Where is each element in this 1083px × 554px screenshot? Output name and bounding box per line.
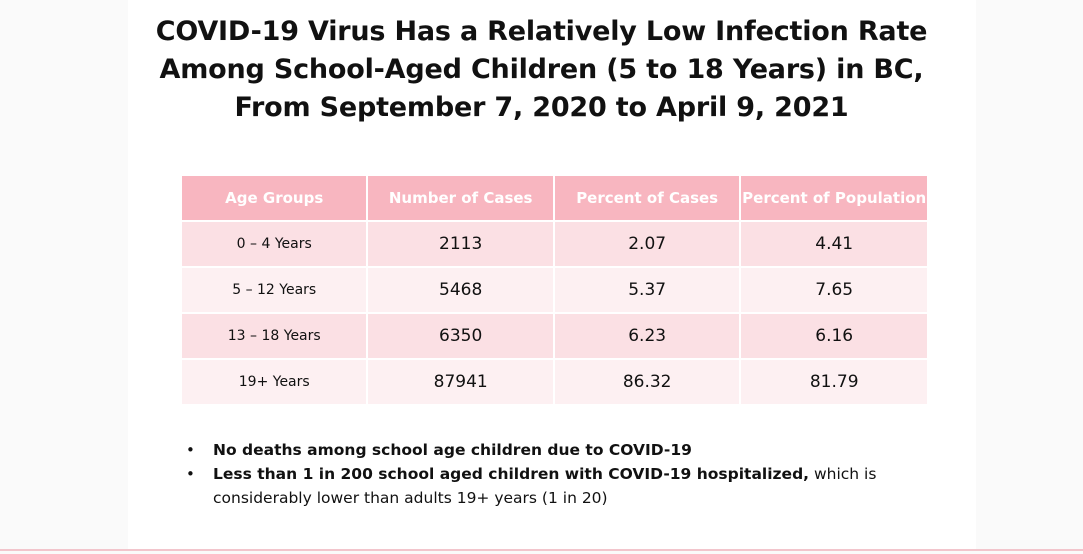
table-row: 19+ Years 87941 86.32 81.79	[179, 358, 929, 406]
bottom-divider	[0, 549, 1083, 551]
number-of-cases-cell: 2113	[366, 220, 555, 268]
percent-of-population-cell: 81.79	[739, 358, 929, 406]
age-group-cell: 5 – 12 Years	[179, 266, 369, 314]
bullet-marker: •	[186, 441, 195, 459]
number-of-cases-cell: 6350	[366, 312, 555, 360]
title-line-3: From September 7, 2020 to April 9, 2021	[234, 92, 849, 123]
table-row: 0 – 4 Years 2113 2.07 4.41	[179, 220, 929, 268]
percent-of-cases-cell: 86.32	[552, 358, 742, 406]
bullet-item-no-deaths: • No deaths among school age children du…	[186, 438, 906, 462]
percent-of-cases-cell: 2.07	[552, 220, 742, 268]
slide-title: COVID-19 Virus Has a Relatively Low Infe…	[0, 13, 1083, 127]
age-group-cell: 13 – 18 Years	[179, 312, 369, 360]
header-percent-of-population: Percent of Population	[739, 174, 929, 222]
table-row: 5 – 12 Years 5468 5.37 7.65	[179, 266, 929, 314]
bullet-text-no-deaths: No deaths among school age children due …	[213, 441, 692, 459]
header-percent-of-cases: Percent of Cases	[552, 174, 742, 222]
bullet-list: • No deaths among school age children du…	[186, 438, 906, 510]
age-group-cases-table: Age Groups Number of Cases Percent of Ca…	[179, 174, 929, 406]
table-row: 13 – 18 Years 6350 6.23 6.16	[179, 312, 929, 360]
percent-of-population-cell: 7.65	[739, 266, 929, 314]
age-group-cell: 0 – 4 Years	[179, 220, 369, 268]
age-group-cell: 19+ Years	[179, 358, 369, 406]
title-line-2: Among School-Aged Children (5 to 18 Year…	[159, 54, 924, 85]
number-of-cases-cell: 87941	[366, 358, 555, 406]
number-of-cases-cell: 5468	[366, 266, 555, 314]
percent-of-cases-cell: 6.23	[552, 312, 742, 360]
bullet-text-hospitalized-rest: which is considerably lower than adults …	[213, 465, 877, 507]
header-number-of-cases: Number of Cases	[366, 174, 555, 222]
bullet-item-hospitalized: • Less than 1 in 200 school aged childre…	[186, 462, 906, 510]
table-header-row: Age Groups Number of Cases Percent of Ca…	[179, 174, 929, 222]
title-line-1: COVID-19 Virus Has a Relatively Low Infe…	[155, 16, 928, 47]
bullet-marker: •	[186, 465, 195, 483]
header-age-groups: Age Groups	[179, 174, 369, 222]
percent-of-population-cell: 6.16	[739, 312, 929, 360]
bullet-text-hospitalized-bold: Less than 1 in 200 school aged children …	[213, 465, 810, 483]
percent-of-cases-cell: 5.37	[552, 266, 742, 314]
percent-of-population-cell: 4.41	[739, 220, 929, 268]
